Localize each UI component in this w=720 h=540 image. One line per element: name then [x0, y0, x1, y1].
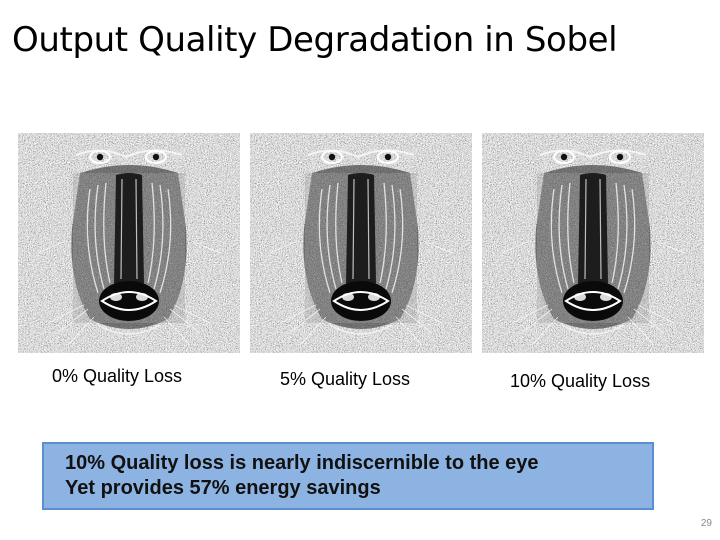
baboon-image-5-percent	[250, 133, 472, 353]
slide-title: Output Quality Degradation in Sobel	[12, 20, 618, 60]
caption-10-percent: 10% Quality Loss	[510, 371, 651, 391]
callout-line-energy: Yet provides 57% energy savings	[65, 477, 381, 499]
baboon-sobel-edge-icon	[18, 133, 240, 353]
baboon-image-0-percent	[18, 133, 240, 353]
baboon-sobel-edge-icon	[250, 133, 472, 353]
caption-0-percent: 0% Quality Loss	[52, 366, 183, 386]
callout-line-quality: 10% Quality loss is nearly indiscernible…	[65, 452, 539, 474]
baboon-sobel-edge-icon	[482, 133, 704, 353]
energy-savings-callout: 10% Quality loss is nearly indiscernible…	[42, 442, 654, 510]
caption-5-percent: 5% Quality Loss	[280, 369, 411, 389]
baboon-image-10-percent	[482, 133, 704, 353]
page-number: 29	[700, 518, 712, 529]
